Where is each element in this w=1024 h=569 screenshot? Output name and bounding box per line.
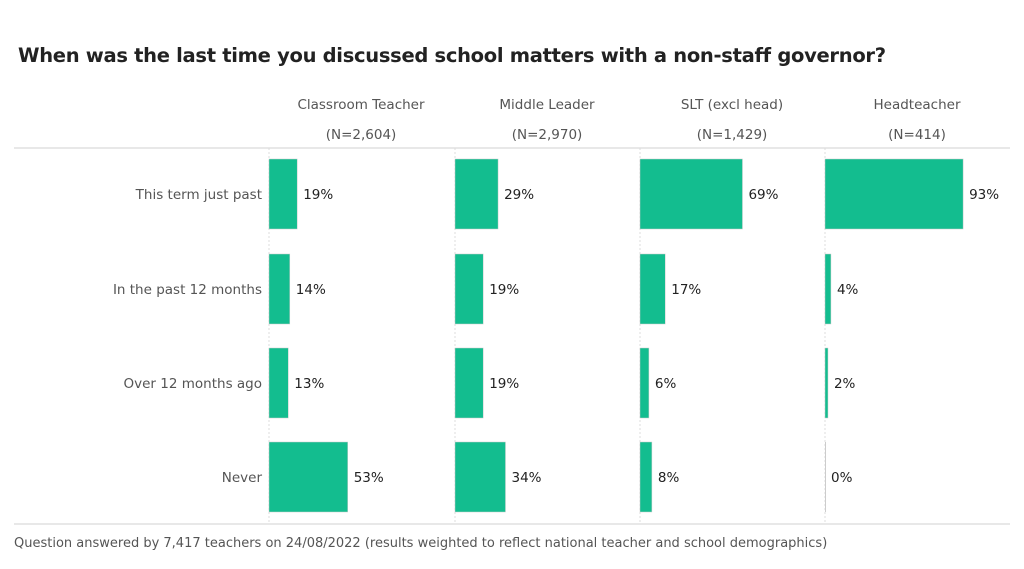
bar	[639, 441, 653, 513]
bar	[824, 253, 832, 325]
bar	[454, 441, 506, 513]
category-label: Over 12 months ago	[124, 376, 262, 392]
category-label: In the past 12 months	[113, 282, 262, 298]
data-label: 19%	[489, 376, 519, 392]
data-label: 2%	[834, 376, 856, 392]
bar	[268, 347, 289, 419]
bar	[639, 253, 666, 325]
data-label: 13%	[294, 376, 324, 392]
panel-n-label: (N=2,970)	[512, 127, 583, 143]
bar	[454, 347, 484, 419]
data-label: 14%	[296, 282, 326, 298]
panel-header: Middle Leader	[499, 97, 595, 113]
panel-header: Headteacher	[873, 97, 960, 113]
data-label: 19%	[489, 282, 519, 298]
data-label: 8%	[658, 470, 680, 486]
panel-n-label: (N=1,429)	[697, 127, 768, 143]
data-label: 0%	[831, 470, 853, 486]
data-label: 93%	[969, 187, 999, 203]
chart-title: When was the last time you discussed sch…	[18, 44, 886, 67]
bar	[824, 158, 964, 230]
data-label: 19%	[303, 187, 333, 203]
bar	[824, 347, 829, 419]
panel-n-label: (N=2,604)	[326, 127, 397, 143]
panel-n-label: (N=414)	[888, 127, 946, 143]
bar	[639, 158, 743, 230]
bar	[454, 158, 499, 230]
data-label: 4%	[837, 282, 859, 298]
data-label: 53%	[354, 470, 384, 486]
data-label: 69%	[748, 187, 778, 203]
data-label: 29%	[504, 187, 534, 203]
bar	[268, 253, 291, 325]
category-label: Never	[222, 470, 263, 486]
data-label: 6%	[655, 376, 677, 392]
chart-footnote: Question answered by 7,417 teachers on 2…	[14, 536, 828, 551]
panel-header: Classroom Teacher	[297, 97, 425, 113]
bar	[268, 158, 298, 230]
category-label: This term just past	[135, 187, 262, 203]
data-label: 17%	[671, 282, 701, 298]
bar	[639, 347, 650, 419]
bar	[454, 253, 484, 325]
data-label: 34%	[511, 470, 541, 486]
panel-header: SLT (excl head)	[681, 97, 783, 113]
bar	[268, 441, 348, 513]
